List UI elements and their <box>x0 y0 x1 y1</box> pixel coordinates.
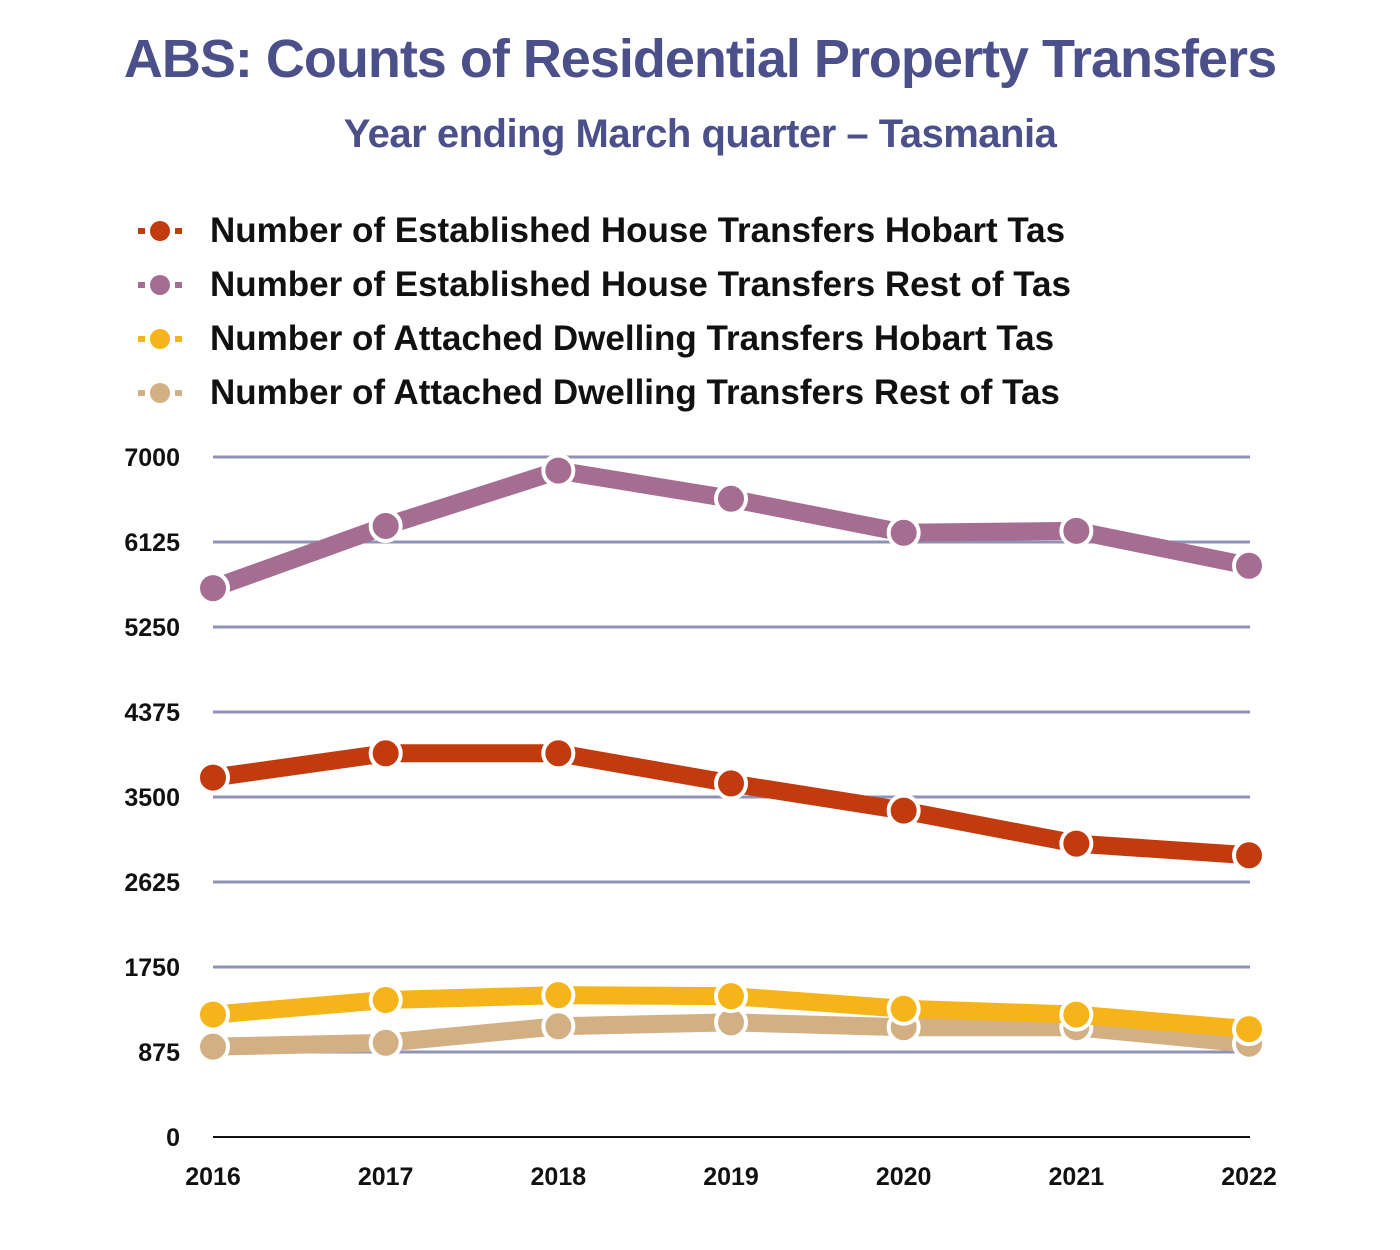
x-tick-label: 2021 <box>1049 1163 1105 1191</box>
y-tick-label: 1750 <box>124 954 180 982</box>
legend-marker <box>138 381 182 405</box>
legend-label: Number of Established House Transfers Re… <box>210 265 1071 304</box>
data-point <box>541 978 576 1013</box>
data-point <box>368 983 403 1018</box>
legend-item-attached-rest: Number of Attached Dwelling Transfers Re… <box>138 366 1071 420</box>
y-tick-label: 7000 <box>124 444 180 472</box>
x-tick-label: 2022 <box>1221 1163 1277 1191</box>
data-point <box>1059 513 1094 548</box>
x-tick-label: 2020 <box>876 1163 932 1191</box>
data-point <box>196 997 230 1032</box>
data-point <box>886 793 921 828</box>
data-point <box>1232 1012 1266 1047</box>
chart-subtitle: Year ending March quarter – Tasmania <box>343 112 1057 156</box>
data-point <box>196 760 230 795</box>
data-point <box>714 481 748 516</box>
data-point <box>886 991 921 1026</box>
data-point <box>1232 838 1266 873</box>
data-point <box>368 736 403 771</box>
data-point <box>196 1029 230 1064</box>
y-tick-label: 3500 <box>124 784 180 812</box>
data-point <box>541 453 576 488</box>
legend-item-established-rest: Number of Established House Transfers Re… <box>138 258 1071 312</box>
data-point <box>714 979 748 1014</box>
data-point <box>368 1025 403 1060</box>
series-layer <box>196 453 1266 1064</box>
y-tick-label: 875 <box>138 1039 180 1067</box>
legend-item-attached-hobart: Number of Attached Dwelling Transfers Ho… <box>138 312 1071 366</box>
legend: Number of Established House Transfers Ho… <box>138 204 1071 420</box>
y-tick-label: 2625 <box>124 869 180 897</box>
legend-label: Number of Attached Dwelling Transfers Re… <box>210 373 1060 412</box>
legend-marker <box>138 273 182 297</box>
y-axis-ticks: 0 875 1750 2625 3500 4375 5250 6125 7000 <box>124 444 180 1152</box>
y-tick-label: 4375 <box>124 699 180 727</box>
y-tick-label: 0 <box>166 1124 180 1152</box>
legend-marker <box>138 327 182 351</box>
data-point <box>1059 826 1094 861</box>
x-tick-label: 2018 <box>531 1163 587 1191</box>
legend-marker <box>138 219 182 243</box>
x-axis-ticks: 2016 2017 2018 2019 2020 2021 2022 <box>185 1163 1277 1191</box>
legend-label: Number of Established House Transfers Ho… <box>210 211 1066 250</box>
x-tick-label: 2016 <box>185 1163 241 1191</box>
y-tick-label: 5250 <box>124 614 180 642</box>
data-point <box>714 766 748 801</box>
data-point <box>196 571 230 606</box>
legend-label: Number of Attached Dwelling Transfers Ho… <box>210 319 1055 358</box>
data-point <box>541 1009 576 1044</box>
y-tick-label: 6125 <box>124 529 180 557</box>
data-point <box>1232 548 1266 583</box>
x-tick-label: 2017 <box>358 1163 414 1191</box>
data-point <box>886 515 921 550</box>
data-point <box>368 508 403 543</box>
data-point <box>541 736 576 771</box>
chart-title: ABS: Counts of Residential Property Tran… <box>123 29 1277 89</box>
legend-item-established-hobart: Number of Established House Transfers Ho… <box>138 204 1071 258</box>
data-point <box>1059 997 1094 1032</box>
x-tick-label: 2019 <box>703 1163 759 1191</box>
